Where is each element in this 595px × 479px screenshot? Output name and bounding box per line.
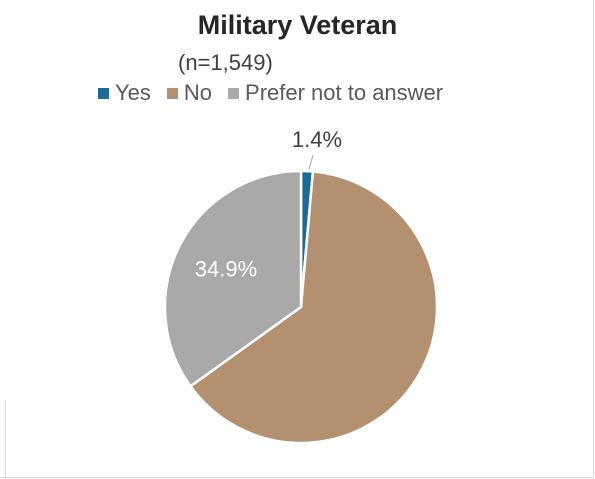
legend-label-no: No xyxy=(183,80,213,105)
pie-slice-prefer-not xyxy=(163,169,303,388)
pie-slice-no xyxy=(188,170,439,445)
chart-subtitle: (n=1,549) xyxy=(178,50,273,75)
frame-edge xyxy=(5,400,6,478)
leader-line-yes xyxy=(308,154,314,170)
data-label-prefer-not: 34.9% xyxy=(195,256,257,281)
chart-title: Military Veteran xyxy=(197,10,398,40)
legend-swatch-prefer-not xyxy=(228,87,240,99)
legend-item-prefer-not: Prefer not to answer xyxy=(228,80,443,106)
legend-label-yes: Yes xyxy=(115,80,151,105)
legend: Yes No Prefer not to answer xyxy=(98,80,443,106)
legend-swatch-no xyxy=(166,87,178,99)
legend-swatch-yes xyxy=(98,87,109,99)
data-label-yes: 1.4% xyxy=(292,127,342,152)
legend-label-prefer-not: Prefer not to answer xyxy=(245,80,444,105)
legend-item-yes: Yes xyxy=(98,80,151,106)
pie-slices xyxy=(163,169,439,445)
legend-item-no: No xyxy=(166,80,213,106)
